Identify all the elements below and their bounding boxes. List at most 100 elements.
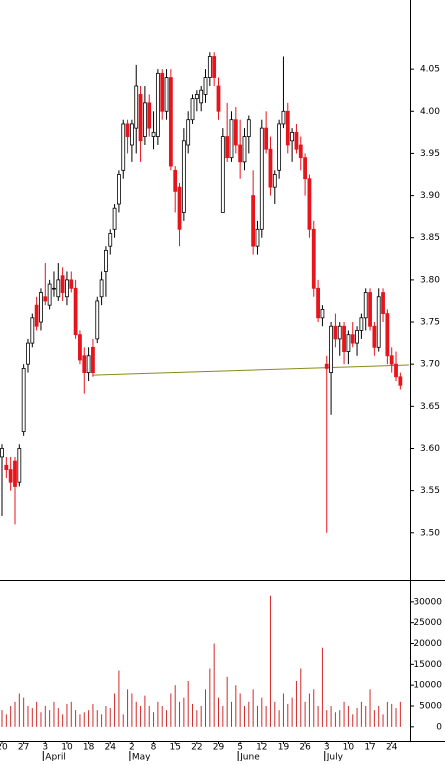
candle-body <box>82 355 87 374</box>
candle-body <box>381 292 385 315</box>
candle-body <box>121 123 126 171</box>
candle-body <box>385 313 390 357</box>
y-tick-label: 3.95 <box>420 149 440 159</box>
candle-body <box>337 325 342 340</box>
candle-body <box>389 355 394 365</box>
candle-body <box>350 334 355 344</box>
x-tick-label: 24 <box>386 743 398 753</box>
volume-tick-label: 5000 <box>419 702 442 712</box>
y-tick-label: 3.65 <box>420 402 440 412</box>
candle-body <box>39 292 43 323</box>
x-tick-label: 19 <box>278 743 290 753</box>
candle-body <box>285 110 290 146</box>
x-tick-label: 12 <box>256 743 267 753</box>
candle-body <box>376 296 381 348</box>
candle-body <box>34 304 39 327</box>
y-tick-label: 4.00 <box>420 107 440 117</box>
y-tick-label: 3.80 <box>420 275 440 285</box>
month-label: April <box>45 753 66 762</box>
candle-body <box>277 123 282 171</box>
x-tick-label: 3 <box>42 743 48 753</box>
candle-body <box>173 169 178 192</box>
candle-body <box>199 89 204 104</box>
candle-body <box>307 178 312 230</box>
volume-tick-label: 15000 <box>413 660 442 670</box>
candle-body <box>225 136 230 159</box>
x-tick-label: 20 <box>0 743 8 753</box>
y-tick-label: 3.50 <box>420 528 440 538</box>
candle-body <box>181 140 186 213</box>
candle-body <box>129 123 134 146</box>
candle-body <box>355 330 359 344</box>
candle-body <box>359 317 364 331</box>
candle-body <box>73 287 78 336</box>
candle-body <box>233 119 238 146</box>
candle-body <box>281 110 286 125</box>
x-tick-label: 22 <box>191 743 202 753</box>
candle-body <box>168 77 173 167</box>
candle-body <box>346 334 351 352</box>
candle-body <box>99 279 104 298</box>
volume-tick-label: 0 <box>436 722 442 732</box>
candle-body <box>238 144 243 163</box>
candle-body <box>342 325 346 352</box>
candle-body <box>372 325 377 348</box>
volume-tick-label: 10000 <box>413 681 442 691</box>
candle-body <box>324 363 329 369</box>
candle-body <box>303 157 308 180</box>
candle-body <box>65 279 69 298</box>
candle-body <box>190 98 195 121</box>
month-label: June <box>239 753 260 762</box>
candle-body <box>220 136 225 213</box>
candle-body <box>95 300 100 340</box>
candle-body <box>125 123 130 137</box>
candle-body <box>78 334 82 361</box>
candle-body <box>104 249 108 272</box>
candle-body <box>394 363 398 378</box>
candle-body <box>142 102 147 137</box>
candle-body <box>272 174 277 188</box>
candle-body <box>91 346 95 374</box>
candle-body <box>259 127 264 230</box>
candle-body <box>294 131 299 150</box>
x-tick-label: 8 <box>151 743 157 753</box>
candle-body <box>264 127 269 150</box>
volume-tick-label: 20000 <box>413 639 442 649</box>
candle-body <box>316 287 320 319</box>
candle-body <box>320 308 325 319</box>
candle-body <box>246 119 251 137</box>
candle-body <box>216 85 221 112</box>
candle-body <box>17 448 22 483</box>
month-label: May <box>132 753 151 762</box>
x-tick-label: 26 <box>299 743 311 753</box>
candle-body <box>329 325 333 374</box>
candle-body <box>212 56 217 78</box>
x-tick-label: 10 <box>343 743 355 753</box>
candle-body <box>311 228 316 289</box>
candle-body <box>30 317 35 344</box>
candle-body <box>4 464 9 470</box>
y-tick-label: 4.05 <box>420 65 440 75</box>
trend-line <box>92 364 410 376</box>
x-tick-label: 18 <box>83 743 95 753</box>
volume-tick-label: 30000 <box>413 597 442 607</box>
candle-body <box>177 186 182 230</box>
candle-body <box>298 144 303 159</box>
candle-body <box>43 296 48 302</box>
x-tick-label: 29 <box>213 743 225 753</box>
month-label: July <box>326 753 344 762</box>
candle-body <box>268 148 273 188</box>
candle-body <box>8 469 13 483</box>
candle-body <box>164 77 169 112</box>
candle-body <box>134 85 139 129</box>
candle-body <box>13 460 17 487</box>
candle-body <box>290 131 295 142</box>
candle-body <box>207 56 212 78</box>
candle-body <box>21 368 26 433</box>
x-tick-label: 5 <box>237 743 243 753</box>
volume-tick-label: 25000 <box>413 618 442 628</box>
candle-body <box>86 355 91 374</box>
candle-body <box>186 119 191 146</box>
